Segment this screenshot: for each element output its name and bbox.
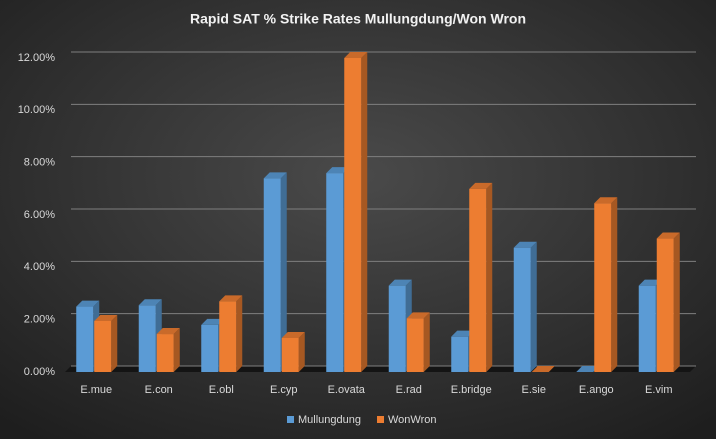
bar-top	[388, 279, 412, 286]
y-tick-label: 4.00%	[24, 261, 55, 273]
bar	[344, 58, 362, 372]
bar-side	[280, 172, 287, 372]
bar-side	[361, 52, 368, 372]
bar-top	[263, 172, 287, 179]
bar-top	[138, 299, 162, 306]
bar-top	[76, 300, 100, 307]
bar	[219, 301, 237, 372]
bar-top	[201, 318, 225, 325]
bar	[201, 324, 219, 372]
bar	[513, 247, 531, 372]
bar-side	[486, 182, 493, 372]
bar-side	[173, 328, 180, 372]
bar-side	[298, 331, 305, 372]
bar-side	[111, 314, 118, 372]
chart-title: Rapid SAT % Strike Rates Mullungdung/Won…	[190, 11, 526, 27]
bar-top	[451, 330, 475, 337]
legend-label: Mullungdung	[298, 414, 361, 426]
y-tick-label: 8.00%	[24, 157, 55, 169]
x-tick-label: E.sie	[522, 384, 546, 396]
bar-side	[530, 241, 537, 372]
bar	[406, 318, 424, 372]
x-tick-label: E.con	[145, 384, 173, 396]
bar	[156, 334, 174, 372]
bar-top	[219, 295, 243, 302]
plot: 0.00% 2.00% 4.00% 6.00% 8.00% 10.00% 12.00% E.m…	[18, 51, 696, 426]
bar-top	[531, 366, 555, 372]
y-tick-label: 12.00%	[18, 52, 56, 64]
bar-top	[638, 279, 662, 286]
bar-side	[423, 312, 430, 372]
bar-top	[326, 167, 350, 174]
legend: Mullungdung WonWron	[287, 414, 437, 426]
x-tick-label: E.cyp	[270, 384, 298, 396]
bar	[656, 238, 674, 372]
bar	[263, 178, 281, 372]
x-tick-label: E.vim	[645, 384, 673, 396]
y-tick-label: 10.00%	[18, 104, 56, 116]
bar-top	[344, 52, 368, 58]
x-tick-label: E.rad	[396, 384, 422, 396]
bar-top	[281, 331, 305, 338]
bar	[326, 173, 344, 372]
bar	[138, 305, 156, 372]
bar-top	[594, 197, 618, 204]
x-tick-label: E.obl	[209, 384, 234, 396]
y-tick-label: 2.00%	[24, 314, 55, 326]
bar-top	[469, 182, 493, 189]
bar-top	[513, 241, 537, 248]
bar-top	[94, 314, 118, 321]
bar-top	[406, 312, 430, 319]
bar-side	[236, 295, 243, 372]
bar-side	[673, 232, 680, 372]
bar	[76, 306, 94, 372]
x-tick-label: E.bridge	[451, 384, 492, 396]
bar-top	[656, 232, 680, 239]
bar	[388, 285, 406, 372]
bar-top	[576, 366, 600, 372]
y-tick-label: 0.00%	[24, 366, 55, 378]
bar	[281, 337, 299, 372]
x-tick-label: E.ovata	[328, 384, 366, 396]
legend-label: WonWron	[388, 414, 437, 426]
bar-side	[611, 197, 618, 372]
x-tick-label: E.ango	[579, 384, 614, 396]
bar-top	[156, 328, 180, 335]
bar	[594, 203, 612, 372]
bar	[94, 320, 112, 372]
legend-swatch	[287, 416, 294, 423]
bar	[638, 285, 656, 372]
legend-swatch	[377, 416, 384, 423]
x-tick-label: E.mue	[80, 384, 112, 396]
bar	[469, 188, 487, 372]
y-tick-label: 6.00%	[24, 209, 55, 221]
bar	[451, 336, 469, 372]
